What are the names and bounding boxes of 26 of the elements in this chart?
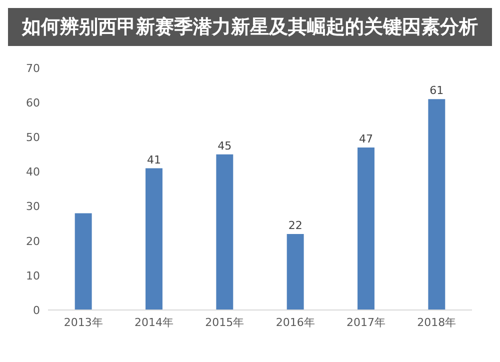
chart-title: 如何辨别西甲新赛季潜力新星及其崛起的关键因素分析 bbox=[8, 8, 492, 46]
bar bbox=[428, 99, 446, 310]
x-tick-label: 2017年 bbox=[346, 316, 386, 329]
y-tick-label: 30 bbox=[26, 200, 40, 214]
x-tick-label: 2018年 bbox=[417, 316, 456, 329]
y-tick-label: 0 bbox=[33, 304, 40, 317]
y-tick-label: 60 bbox=[26, 96, 40, 110]
bar bbox=[216, 154, 234, 310]
x-tick-label: 2015年 bbox=[205, 316, 244, 329]
bar bbox=[286, 234, 304, 310]
x-tick-label: 2014年 bbox=[134, 316, 174, 329]
bar bbox=[358, 148, 374, 310]
x-tick-label: 2016年 bbox=[276, 316, 315, 329]
x-tick-label: 2013年 bbox=[64, 316, 103, 329]
data-label: 45 bbox=[218, 139, 232, 152]
y-tick-label: 70 bbox=[26, 62, 40, 75]
bar bbox=[146, 168, 162, 310]
y-tick-label: 20 bbox=[26, 234, 40, 248]
data-label: 61 bbox=[430, 84, 444, 98]
bar bbox=[74, 213, 92, 310]
y-tick-label: 40 bbox=[26, 166, 40, 179]
data-label: 41 bbox=[147, 153, 161, 166]
data-label: 22 bbox=[288, 218, 302, 232]
y-tick-label: 10 bbox=[26, 269, 40, 282]
data-label: 47 bbox=[359, 132, 373, 146]
y-tick-label: 50 bbox=[26, 131, 40, 144]
